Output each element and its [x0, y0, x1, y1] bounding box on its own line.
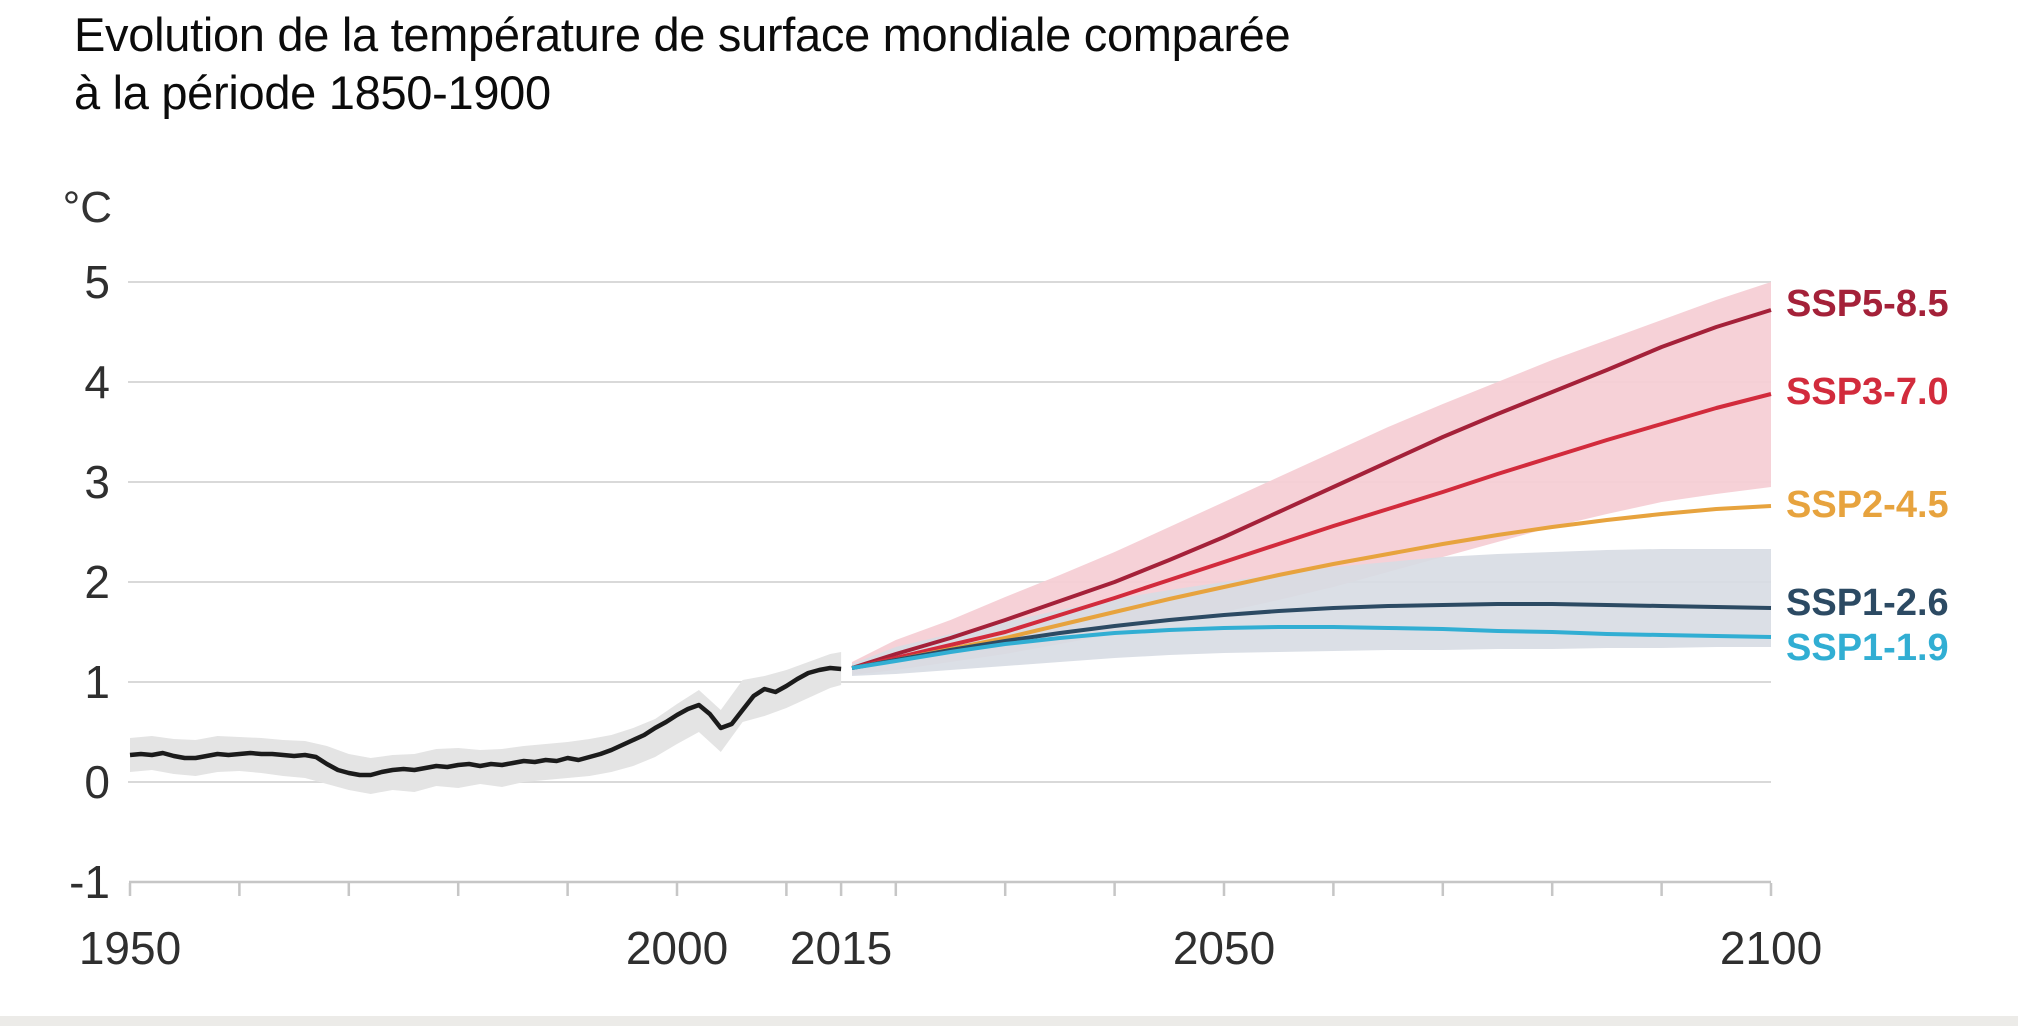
x-tick-label-1950: 1950	[78, 922, 182, 974]
y-tick-label-4: 4	[84, 356, 110, 408]
y-tick-label-0: 0	[84, 756, 110, 808]
y-gridlines	[128, 281, 1771, 783]
scenario-label-ssp5-85: SSP5-8.5	[1786, 283, 1949, 325]
historical-temperature-line	[129, 665, 842, 778]
y-axis-unit-label: °C	[62, 183, 112, 232]
scenario-label-ssp3-70: SSP3-7.0	[1786, 371, 1949, 413]
scenario-label-ssp2-45: SSP2-4.5	[1786, 484, 1949, 526]
title-line-1: Evolution de la température de surface m…	[74, 8, 1291, 61]
line-ssp1-19	[851, 625, 1772, 670]
x-tick-label-2015: 2015	[789, 922, 893, 974]
scenario-label-ssp1-26: SSP1-2.6	[1786, 582, 1949, 624]
line-ssp3-70	[851, 392, 1772, 670]
historical-uncertainty-band	[130, 652, 842, 794]
y-tick-label--1: -1	[69, 856, 110, 908]
y-tick-label-5: 5	[84, 256, 110, 308]
x-tick-label-2000: 2000	[625, 922, 729, 974]
line-ssp5-85	[851, 308, 1772, 670]
y-tick-label-2: 2	[84, 556, 110, 608]
x-axis-ticks	[128, 883, 1773, 896]
line-ssp1-26	[851, 602, 1772, 670]
x-tick-label-2100: 2100	[1719, 922, 1823, 974]
y-tick-label-1: 1	[84, 656, 110, 708]
title-line-2: à la période 1850-1900	[74, 66, 551, 119]
low-scenarios-band	[852, 549, 1771, 676]
page-title: Evolution de la température de surface m…	[74, 6, 1574, 122]
bottom-edge-strip	[0, 1016, 2018, 1026]
scenario-lines-group	[851, 308, 1772, 670]
line-ssp2-45	[851, 504, 1772, 670]
scenario-label-ssp1-19: SSP1-1.9	[1786, 627, 1949, 669]
x-tick-label-2050: 2050	[1172, 922, 1276, 974]
y-tick-label-3: 3	[84, 456, 110, 508]
high-scenarios-band	[852, 282, 1771, 675]
